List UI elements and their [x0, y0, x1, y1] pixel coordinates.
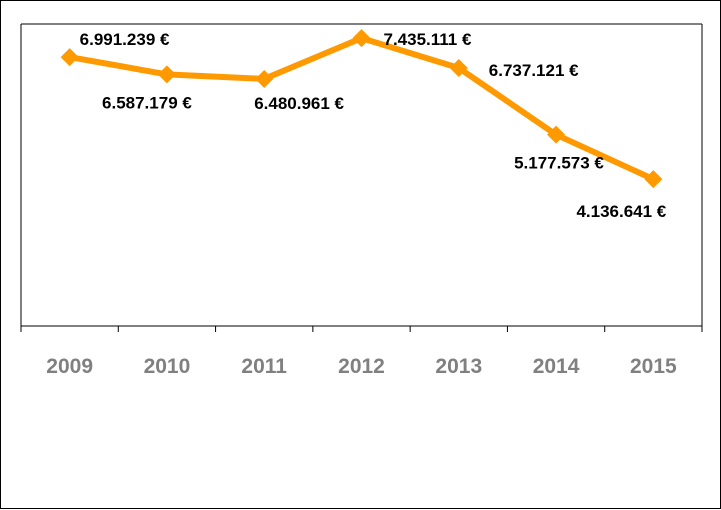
data-label: 5.177.573 €	[514, 154, 604, 173]
x-tick-label: 2014	[533, 355, 580, 378]
x-tick-label: 2011	[241, 355, 287, 378]
data-point-marker	[644, 170, 663, 189]
x-tick-label: 2015	[630, 355, 677, 378]
data-labels: 6.991.239 € 6.587.179 € 6.480.961 € 7.435.1…	[80, 30, 667, 221]
data-label: 6.587.179 €	[102, 93, 192, 112]
data-point-marker	[352, 29, 371, 48]
x-tick-label: 2009	[46, 355, 93, 378]
x-tick-label: 2012	[338, 355, 385, 378]
data-label: 7.435.111 €	[384, 30, 472, 49]
data-label: 4.136.641 €	[576, 202, 666, 221]
data-point-marker	[449, 58, 468, 77]
data-label: 6.480.961 €	[254, 94, 344, 113]
data-point-marker	[255, 69, 274, 88]
series-markers	[60, 29, 663, 189]
data-point-marker	[157, 65, 176, 84]
data-label: 6.991.239 €	[80, 30, 170, 49]
data-point-marker	[547, 125, 566, 144]
data-label: 6.737.121 €	[489, 61, 579, 80]
x-tick-label: 2010	[144, 355, 191, 378]
x-tick-label: 2013	[435, 355, 482, 378]
x-axis-tick-labels: 2009 2010 2011 2012 2013 2014 2015	[46, 355, 677, 378]
x-axis-ticks	[20, 326, 703, 332]
data-point-marker	[60, 48, 79, 67]
